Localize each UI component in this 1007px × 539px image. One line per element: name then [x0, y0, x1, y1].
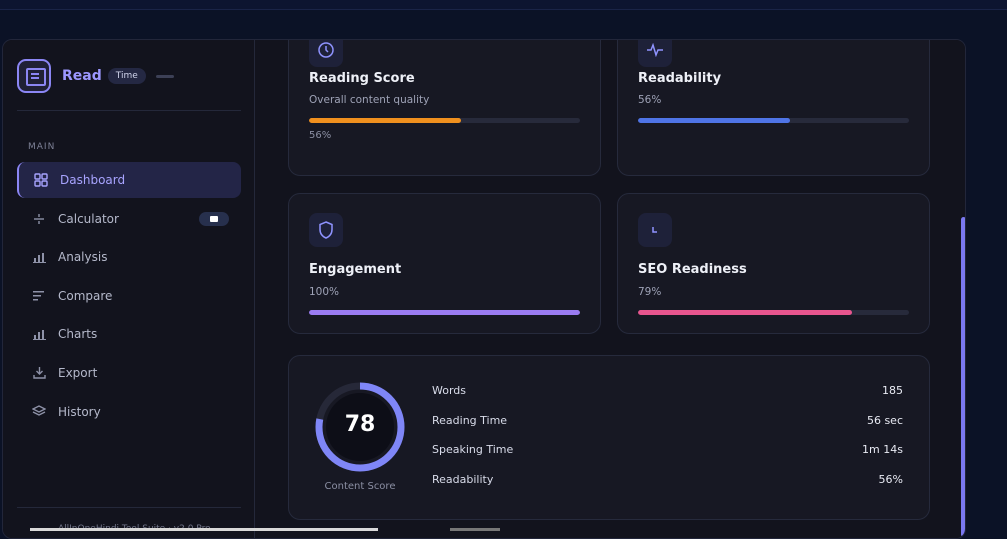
grid-icon: [33, 172, 49, 188]
engagement-card: Engagement 100%: [288, 193, 601, 334]
shield-icon: [309, 213, 343, 247]
readability-card: Readability 56%: [617, 40, 930, 176]
download-icon: [31, 365, 47, 381]
stat-label-speaking-time: Speaking Time: [432, 443, 514, 456]
layers-icon: [31, 404, 47, 420]
main-content: Reading Score Overall content quality 56…: [256, 40, 965, 538]
app-window: Read Time MAIN Dashboard Calculator: [2, 39, 966, 539]
card-title: Readability: [638, 71, 722, 86]
bottom-strip-secondary: [450, 528, 500, 531]
browser-top-bar: [0, 0, 1007, 10]
card-subtitle: 56%: [638, 94, 662, 106]
new-badge: [199, 211, 229, 226]
content-score-label: Content Score: [324, 481, 396, 492]
lines-icon: [31, 288, 47, 304]
sidebar-item-calculator[interactable]: Calculator: [17, 201, 241, 237]
sidebar-item-export[interactable]: Export: [17, 355, 241, 391]
clock-icon: [309, 40, 343, 67]
card-title: SEO Readiness: [638, 262, 747, 277]
progress-track: [638, 310, 909, 315]
brand[interactable]: Read Time: [17, 58, 174, 94]
sidebar-item-charts[interactable]: Charts: [17, 316, 241, 352]
progress-fill: [309, 310, 580, 315]
content-score-value: 78: [344, 412, 376, 437]
section-label-main: MAIN: [28, 142, 56, 152]
progress-fill: [638, 118, 790, 123]
sidebar-item-label: Calculator: [58, 211, 119, 226]
sidebar-item-label: Analysis: [58, 250, 108, 265]
sidebar-item-compare[interactable]: Compare: [17, 278, 241, 314]
sidebar: Read Time MAIN Dashboard Calculator: [3, 40, 255, 538]
content-score-donut: [315, 382, 405, 472]
sidebar-item-label: Export: [58, 365, 98, 380]
card-title: Reading Score: [309, 71, 415, 86]
sidebar-item-label: Dashboard: [60, 173, 126, 187]
stat-value-reading-time: 56 sec: [866, 414, 903, 427]
bar-chart-icon: [31, 326, 47, 342]
sidebar-item-analysis[interactable]: Analysis: [17, 239, 241, 275]
sidebar-item-label: Compare: [58, 288, 113, 303]
progress-track: [309, 310, 580, 315]
sidebar-item-dashboard[interactable]: Dashboard: [17, 162, 241, 198]
pulse-icon: [638, 40, 672, 67]
card-title: Engagement: [309, 262, 402, 277]
stat-label-reading-time: Reading Time: [432, 414, 508, 427]
progress-track: [309, 118, 580, 123]
calculator-icon: [31, 211, 47, 227]
seo-readiness-card: SEO Readiness 79%: [617, 193, 930, 334]
sidebar-footer-divider: [17, 507, 241, 508]
brand-divider: [155, 74, 174, 78]
book-logo-icon: [17, 59, 51, 93]
stat-value-words: 185: [882, 384, 903, 397]
bottom-strip: [30, 528, 378, 531]
card-subtitle: Overall content quality: [309, 94, 430, 106]
brand-pill: Time: [107, 68, 146, 84]
sidebar-nav: Dashboard Calculator Analysis: [17, 162, 241, 432]
scrollbar-thumb[interactable]: [961, 217, 965, 537]
reading-score-card: Reading Score Overall content quality 56…: [288, 40, 601, 176]
stat-value-speaking-time: 1m 14s: [862, 443, 903, 456]
card-subtitle: 100%: [309, 286, 340, 298]
sidebar-item-label: History: [58, 404, 101, 419]
sidebar-divider: [17, 110, 241, 111]
stat-value-readability: 56%: [878, 473, 903, 486]
donut-arc: [315, 382, 405, 472]
bar-chart-icon: [31, 249, 47, 265]
progress-track: [638, 118, 909, 123]
sidebar-item-label: Charts: [58, 327, 98, 342]
sidebar-item-history[interactable]: History: [17, 394, 241, 430]
card-percent: 56%: [309, 130, 332, 141]
stat-label-readability: Readability: [432, 473, 494, 486]
content-score-card: 78 Content Score Words 185 Reading Time …: [288, 355, 930, 520]
card-subtitle: 79%: [638, 286, 662, 298]
progress-fill: [309, 118, 461, 123]
clock-icon: [638, 213, 672, 247]
progress-fill: [638, 310, 853, 315]
brand-name: Read: [62, 68, 102, 84]
stat-label-words: Words: [432, 384, 467, 397]
